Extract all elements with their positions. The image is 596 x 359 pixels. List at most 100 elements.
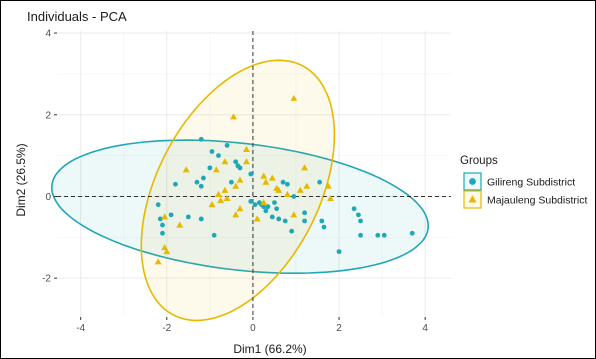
confidence-ellipse-2 xyxy=(140,59,336,322)
legend-label: Gilireng Subdistrict xyxy=(487,177,575,189)
data-point-triangle xyxy=(182,166,190,173)
data-point-circle xyxy=(302,210,307,216)
y-tick-label: 4 xyxy=(45,29,51,40)
data-point-triangle xyxy=(221,158,229,165)
data-point-circle xyxy=(248,171,254,177)
data-point-circle xyxy=(228,179,234,185)
data-point-circle xyxy=(248,198,254,204)
data-point-circle xyxy=(336,249,342,255)
data-point-triangle xyxy=(223,194,231,202)
y-tick-label: 0 xyxy=(45,192,51,203)
data-point-triangle xyxy=(260,199,268,206)
data-point-triangle xyxy=(301,164,309,171)
data-point-triangle xyxy=(221,186,229,193)
x-tick-label: -2 xyxy=(162,323,171,334)
data-point-triangle xyxy=(176,221,184,228)
data-point-circle xyxy=(291,194,297,199)
data-point-circle xyxy=(284,181,290,187)
y-tick-label: -2 xyxy=(42,274,51,285)
data-point-circle xyxy=(233,159,239,165)
legend-marker-triangle xyxy=(468,195,477,203)
data-point-circle xyxy=(319,218,325,224)
data-point-circle xyxy=(351,206,357,212)
data-point-circle xyxy=(157,216,163,222)
data-point-circle xyxy=(155,202,161,208)
data-point-circle xyxy=(358,218,363,224)
y-tick-label: 2 xyxy=(45,110,51,121)
y-axis-title: Dim2 (26.5%) xyxy=(14,143,28,216)
data-point-circle xyxy=(173,181,178,187)
data-point-circle xyxy=(358,232,363,238)
data-point-triangle xyxy=(236,176,244,183)
data-point-circle xyxy=(272,200,277,206)
data-point-circle xyxy=(269,214,275,220)
data-point-circle xyxy=(198,183,204,189)
data-point-triangle xyxy=(262,178,270,185)
data-point-circle xyxy=(409,230,415,236)
data-point-circle xyxy=(160,222,165,228)
data-point-triangle xyxy=(303,182,311,189)
data-point-triangle xyxy=(243,158,250,165)
data-point-circle xyxy=(224,143,230,148)
data-point-triangle xyxy=(163,248,171,255)
data-point-circle xyxy=(209,149,215,154)
data-point-triangle xyxy=(161,213,169,220)
data-point-circle xyxy=(302,218,307,224)
data-point-circle xyxy=(160,230,165,236)
data-point-circle xyxy=(168,212,174,218)
legend-label: Majauleng Subdistrict xyxy=(487,195,587,207)
data-point-circle xyxy=(263,208,269,214)
data-point-triangle xyxy=(236,205,244,212)
data-point-triangle xyxy=(217,196,225,204)
data-point-circle xyxy=(211,232,217,238)
data-point-circle xyxy=(237,165,243,171)
x-axis-title: Dim1 (66.2%) xyxy=(233,342,306,356)
axes: -4 -2 0 2 4 -2 0 2 4 xyxy=(42,29,428,334)
data-point-triangle xyxy=(296,186,304,193)
data-point-circle xyxy=(280,179,286,185)
legend-marker-circle xyxy=(469,178,476,185)
data-point-triangle xyxy=(215,190,222,197)
legend: Groups Gilireng Subdistrict Majauleng Sub… xyxy=(460,155,587,209)
data-point-circle xyxy=(185,214,191,220)
x-tick-label: 2 xyxy=(336,323,342,334)
chart-title: Individuals - PCA xyxy=(27,9,127,24)
data-point-circle xyxy=(317,179,323,185)
data-point-circle xyxy=(265,204,271,210)
data-point-triangle xyxy=(268,174,276,181)
legend-title: Groups xyxy=(460,155,498,167)
data-point-circle xyxy=(201,175,206,181)
data-point-triangle xyxy=(212,166,220,173)
x-tick-label: -4 xyxy=(76,323,85,334)
x-tick-label: 4 xyxy=(422,323,428,334)
data-point-circle xyxy=(381,232,387,238)
data-point-circle xyxy=(356,212,361,218)
data-point-circle xyxy=(198,216,204,222)
data-point-circle xyxy=(375,232,381,238)
data-points xyxy=(154,94,415,265)
data-point-triangle xyxy=(324,182,332,189)
data-point-triangle xyxy=(275,186,283,193)
data-point-triangle xyxy=(154,258,162,265)
data-point-triangle xyxy=(161,243,169,251)
x-tick-label: 0 xyxy=(250,323,256,334)
plot-panel xyxy=(57,31,451,317)
data-point-circle xyxy=(282,218,288,224)
data-point-triangle xyxy=(290,94,298,101)
data-point-circle xyxy=(289,228,295,234)
data-point-circle xyxy=(321,224,327,230)
data-point-circle xyxy=(198,136,204,142)
data-point-triangle xyxy=(290,211,298,218)
data-point-triangle xyxy=(253,215,261,222)
data-point-triangle xyxy=(260,172,268,179)
data-point-circle xyxy=(274,206,280,212)
data-point-triangle xyxy=(208,201,216,208)
data-point-circle xyxy=(276,216,282,222)
data-point-circle xyxy=(216,153,221,159)
data-point-triangle xyxy=(327,194,334,202)
data-point-triangle xyxy=(243,145,250,153)
data-point-circle xyxy=(207,165,213,171)
data-point-triangle xyxy=(230,113,237,120)
